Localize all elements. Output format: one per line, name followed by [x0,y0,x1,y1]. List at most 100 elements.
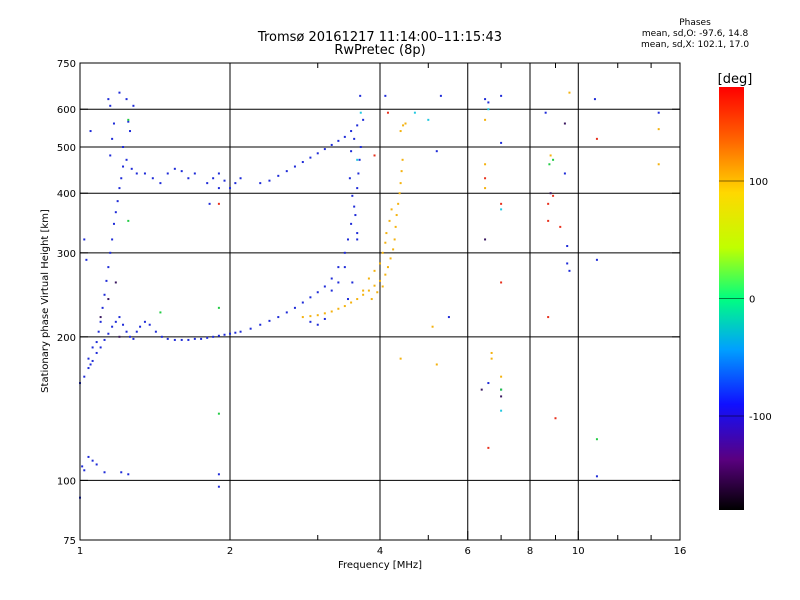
echo-point [554,417,557,420]
chart-subtitle: RwPretec (8p) [334,43,426,58]
echo-point [285,311,288,314]
echo-point [435,363,438,366]
echo-point [484,118,487,121]
echo-point [122,323,125,326]
echo-point [316,314,319,317]
echo-point [487,101,490,104]
echo-point [390,208,393,211]
echo-point [362,293,365,296]
echo-point [343,135,346,138]
echo-point [120,177,123,180]
echo-point [139,325,142,328]
echo-point [384,241,387,244]
chart-title: Tromsø 20161217 11:14:00–11:15:43 [257,30,503,45]
echo-point [187,177,190,180]
echo-point [337,266,340,269]
x-tick-label: 4 [377,546,383,557]
echo-point [376,291,379,294]
echo-point [316,291,319,294]
echo-point [91,459,94,462]
echo-point [399,357,402,360]
echo-point [490,351,493,354]
echo-point [354,214,357,217]
echo-point [97,330,100,333]
echo-point [217,473,220,476]
echo-point [500,395,503,398]
echo-point [379,279,381,282]
echo-point [166,172,169,175]
echo-point [91,346,94,349]
echo-point [484,238,487,241]
echo-point [393,238,396,241]
echo-point [160,335,163,338]
echo-point [268,179,271,182]
echo-point [566,245,569,248]
echo-point [323,148,326,151]
echo-point [143,320,146,323]
echo-point [595,475,598,478]
echo-point [398,192,401,195]
colorbar-tick-label: 100 [749,177,768,188]
y-tick-label: 200 [57,333,76,344]
echo-point [484,163,487,166]
echo-point [217,334,220,337]
echo-point [323,312,326,315]
echo-point [316,152,319,155]
y-axis-label: Stationary phase Virtual Height [km] [40,209,51,393]
echo-point [234,331,237,334]
echo-point [367,277,370,280]
x-tick-label: 1 [77,546,83,557]
echo-point [389,257,392,260]
echo-point [330,277,333,280]
echo-point [130,167,133,170]
echo-point [404,122,407,125]
echo-point [358,158,361,161]
echo-point [487,446,490,449]
echo-point [356,124,359,127]
echo-point [500,388,503,391]
echo-point [367,289,370,292]
echo-point [343,266,346,269]
echo-point [593,98,596,101]
x-axis-label: Frequency [MHz] [338,560,422,571]
echo-point [356,298,359,301]
echo-point [394,225,397,228]
echo-point [346,238,349,241]
echo-point [350,130,353,133]
echo-point [125,158,128,161]
echo-point [109,104,112,107]
echo-point [208,202,211,205]
echo-point [657,128,660,131]
echo-point [180,338,183,341]
echo-point [83,469,86,472]
echo-point [125,330,128,333]
echo-point [439,94,442,97]
echo-point [547,316,550,319]
echo-point [316,323,319,326]
echo-point [118,316,121,319]
echo-point [103,471,106,474]
echo-point [563,122,566,125]
echo-point [657,163,660,166]
echo-point [487,108,490,111]
echo-point [173,167,176,170]
x-tick-label: 2 [227,546,233,557]
echo-point [99,316,102,319]
echo-point [337,307,340,310]
echo-point [109,251,112,254]
echo-point [350,150,353,153]
echo-point [187,338,190,341]
echo-point [120,471,123,474]
echo-point [107,332,110,335]
echo-point [563,172,566,175]
echo-point [217,485,220,488]
colorbar-tick-label: 0 [749,295,755,306]
echo-point [401,158,404,161]
echo-point [206,336,209,339]
echo-point [337,281,340,284]
echo-point [89,130,92,133]
echo-point [107,298,110,301]
echo-point [484,98,487,101]
echo-point [83,238,86,241]
echo-point [229,187,231,190]
